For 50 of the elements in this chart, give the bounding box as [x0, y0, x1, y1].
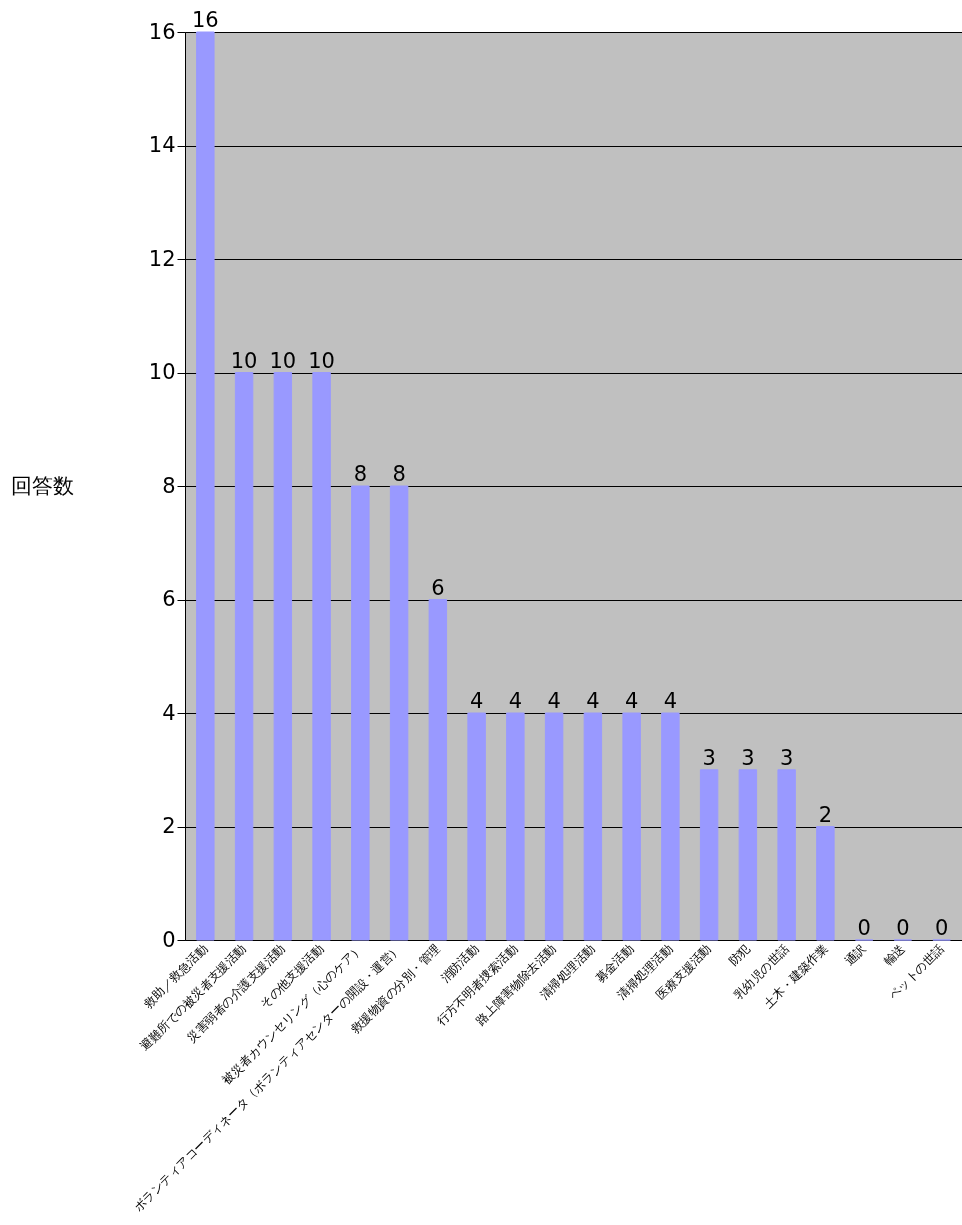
bar [544, 712, 564, 941]
bar [389, 485, 409, 941]
y-tick-label: 2 [162, 814, 176, 838]
y-tick-label: 14 [148, 133, 176, 157]
bar [506, 712, 525, 941]
data-label: 10 [308, 348, 335, 373]
bar [622, 712, 641, 941]
bar [312, 372, 331, 941]
bar [699, 769, 719, 941]
bar [467, 712, 486, 941]
data-label: 4 [663, 689, 678, 713]
data-label: 10 [269, 348, 297, 373]
bar [777, 769, 796, 941]
data-label: 3 [741, 745, 755, 770]
y-tick-label: 8 [162, 473, 176, 498]
y-tick-label: 10 [148, 360, 176, 384]
data-label: 3 [702, 745, 716, 770]
data-label: 0 [857, 916, 871, 940]
y-axis-title: 回答数 [10, 473, 74, 498]
data-label: 2 [818, 802, 833, 827]
data-label: 8 [353, 462, 368, 486]
x-tick-label: 通訳 [842, 941, 870, 969]
y-tick-label: 6 [162, 587, 176, 611]
x-tick-label: 防犯 [725, 941, 753, 969]
x-tick-label: 輸送 [880, 941, 908, 969]
bar [816, 826, 835, 941]
y-tick-label: 12 [148, 246, 176, 271]
bar [428, 599, 448, 941]
data-label: 16 [191, 8, 219, 32]
data-label: 4 [624, 689, 639, 713]
data-label: 4 [547, 689, 561, 713]
bar [738, 769, 758, 941]
bar [273, 372, 293, 941]
data-label: 10 [230, 348, 258, 373]
bar [351, 485, 370, 941]
bar [196, 31, 215, 941]
bar [583, 712, 603, 941]
data-label: 4 [469, 689, 484, 713]
data-label: 4 [586, 689, 600, 713]
data-label: 3 [779, 745, 794, 770]
data-label: 8 [392, 462, 406, 486]
y-tick-label: 0 [162, 927, 176, 952]
bar [234, 372, 254, 941]
bar [661, 712, 680, 941]
data-label: 0 [934, 916, 949, 940]
data-label: 4 [508, 689, 523, 713]
y-tick-label: 4 [162, 700, 176, 725]
y-tick-label: 16 [148, 19, 176, 44]
data-label: 0 [896, 916, 910, 940]
data-label: 6 [431, 575, 445, 600]
